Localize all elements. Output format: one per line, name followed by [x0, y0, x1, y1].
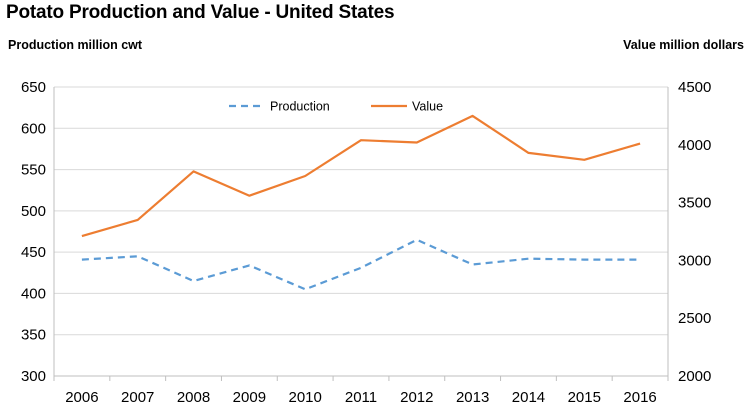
x-tick-label: 2016 — [623, 389, 656, 406]
x-tick-label: 2010 — [288, 389, 321, 406]
series-lines — [81, 114, 641, 291]
x-tick-label: 2008 — [177, 389, 210, 406]
x-tick-label: 2014 — [512, 389, 545, 406]
y-left-tick-label: 550 — [21, 162, 46, 179]
y-right-axis-label: Value million dollars — [623, 38, 744, 52]
y-left-tick-label: 300 — [21, 368, 46, 385]
axes — [53, 87, 669, 381]
x-tick-label: 2009 — [233, 389, 266, 406]
y-left-tick-label: 600 — [21, 120, 46, 137]
x-tick-label: 2006 — [65, 389, 98, 406]
y-right-tick-label: 4500 — [678, 79, 711, 96]
legend-label-value: Value — [412, 100, 443, 114]
series-line-value — [81, 114, 641, 238]
series-line-production — [81, 238, 641, 291]
x-tick-label: 2011 — [345, 389, 377, 406]
y-left-axis-label: Production million cwt — [8, 38, 143, 52]
y-right-tick-labels: 2000 2500 3000 3500 4000 4500 — [678, 79, 711, 385]
y-left-tick-label: 450 — [21, 244, 46, 261]
x-tick-label: 2012 — [400, 389, 433, 406]
y-right-tick-label: 4000 — [678, 137, 711, 154]
y-left-tick-labels: 300 350 400 450 500 550 600 650 — [21, 79, 46, 385]
gridlines — [54, 86, 668, 336]
y-left-tick-label: 650 — [21, 79, 46, 96]
chart-title: Potato Production and Value - United Sta… — [6, 2, 395, 23]
x-tick-label: 2007 — [121, 389, 154, 406]
y-left-tick-label: 400 — [21, 285, 46, 302]
x-tick-labels: 2006 2007 2008 2009 2010 2011 2012 2013 2014 2015… — [65, 389, 657, 406]
legend-label-production: Production — [270, 100, 330, 114]
y-right-tick-label: 3000 — [678, 252, 711, 269]
legend: Production Value — [229, 100, 443, 114]
x-tick-label: 2015 — [568, 389, 601, 406]
y-left-tick-label: 500 — [21, 203, 46, 220]
y-left-tick-label: 350 — [21, 327, 46, 344]
y-right-tick-label: 3500 — [678, 195, 711, 212]
x-tick-label: 2013 — [456, 389, 489, 406]
y-right-tick-label: 2500 — [678, 310, 711, 327]
y-right-tick-label: 2000 — [678, 368, 711, 385]
